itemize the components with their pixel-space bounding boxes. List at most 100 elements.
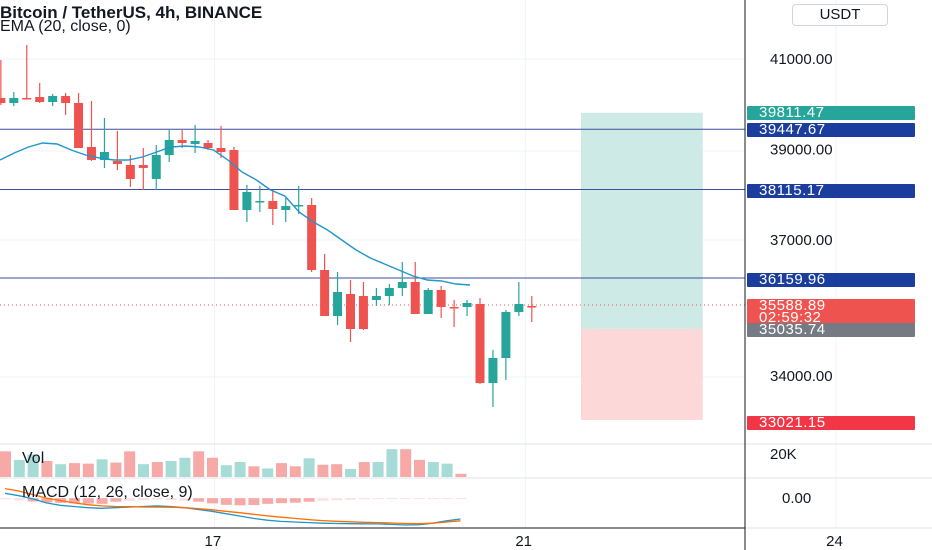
macd-histogram-bar (165, 498, 177, 501)
macd-histogram-bar (331, 498, 343, 501)
candle-body (177, 140, 187, 143)
price-tick-label: 41000.00 (770, 51, 833, 68)
volume-bar (69, 463, 80, 477)
time-tick-label: 21 (515, 533, 532, 550)
candle-body (488, 358, 498, 383)
volume-bar (289, 466, 301, 477)
ema-line (0, 142, 471, 286)
price-tick-label: 37000.00 (770, 232, 833, 249)
macd-histogram-bar (386, 498, 398, 500)
volume-bar (400, 449, 412, 477)
chart-title: Bitcoin / TetherUS, 4h, BINANCE (0, 3, 263, 22)
macd-histogram-bar (69, 498, 80, 504)
volume-bar (0, 451, 11, 477)
macd-histogram-bar (248, 498, 260, 506)
candle-body (61, 96, 71, 103)
volume-bar (151, 462, 163, 477)
candle-body (48, 96, 58, 102)
macd-histogram-bar (179, 498, 191, 501)
candle-body (384, 288, 394, 296)
stop-zone (581, 328, 703, 421)
volume-bar (179, 457, 191, 477)
macd-histogram-bar (220, 498, 232, 505)
candle-body (268, 201, 278, 209)
resistance-price-tag-1: 39447.67 (747, 122, 915, 137)
volume-bar (386, 449, 398, 477)
stop-price-tag: 33021.15 (747, 415, 915, 430)
candle-body (203, 143, 213, 148)
volume-bar (427, 462, 439, 477)
volume-bar (207, 457, 218, 477)
candle-body (138, 165, 148, 168)
volume-bar (248, 466, 260, 477)
candle-body (242, 192, 252, 210)
volume-bar (27, 454, 39, 477)
candle-body (436, 290, 446, 307)
candle-body (423, 290, 433, 314)
macd-histogram-bar (138, 498, 149, 501)
volume-bar (414, 459, 425, 477)
macd-histogram-bar (110, 498, 122, 502)
support-price-tag: 36159.96 (747, 272, 915, 287)
macd-histogram-bar (96, 498, 108, 504)
volume-bar (317, 464, 329, 477)
time-tick-label: 17 (205, 533, 222, 550)
candle-body (190, 141, 200, 144)
target-zone (581, 112, 703, 329)
volume-bar (331, 464, 343, 477)
volume-label[interactable]: Vol (22, 450, 45, 467)
macd-histogram-bar (124, 498, 136, 501)
candle-body (151, 155, 161, 179)
candle-body (462, 303, 472, 307)
macd-histogram-bar (82, 498, 94, 504)
countdown-timer: 02:59:32 (747, 310, 915, 325)
macd-histogram-bar (0, 498, 11, 500)
macd-histogram-bar (13, 498, 25, 501)
candle-body (87, 147, 96, 160)
volume-bar (372, 462, 384, 477)
volume-bar (13, 459, 25, 477)
volume-bar (234, 462, 246, 477)
price-tick-label: 39000.00 (770, 142, 833, 159)
macd-histogram-bar (400, 498, 412, 500)
candle-body (346, 294, 355, 329)
volume-bar (358, 462, 370, 477)
candle-body (501, 312, 511, 358)
volume-bar (441, 463, 453, 477)
price-tick-label: 34000.00 (770, 368, 833, 385)
volume-bar (455, 473, 467, 477)
macd-histogram-bar (317, 498, 329, 501)
last-price-tag: 35588.89 (747, 298, 915, 313)
volume-bar (193, 451, 205, 477)
macd-histogram-bar (455, 498, 467, 500)
candle-body (333, 292, 343, 316)
macd-histogram-bar (262, 498, 274, 504)
signal-line (4, 487, 461, 525)
macd-histogram-bar (276, 498, 287, 504)
candle-body (320, 270, 330, 316)
candle-body (99, 152, 109, 160)
volume-bar (55, 464, 67, 477)
macd-histogram-bar (193, 498, 205, 502)
macd-line (4, 492, 461, 526)
macd-histogram-bar (441, 498, 453, 500)
candle-body (475, 304, 485, 383)
macd-label[interactable]: MACD (12, 26, close, 9) (22, 484, 193, 501)
macd-histogram-bar (27, 498, 39, 502)
macd-histogram-bar (427, 498, 439, 500)
candle-body (514, 304, 524, 312)
candle-body (294, 205, 304, 207)
ema-indicator-label[interactable]: EMA (20, close, 0) (0, 18, 131, 35)
candle-body (307, 205, 317, 270)
entry-price-tag: 35035.74 (747, 322, 915, 337)
time-tick-label: 24 (826, 533, 843, 550)
candle-body (216, 148, 226, 152)
macd-histogram-bar (207, 498, 218, 504)
macd-histogram-bar (358, 498, 370, 500)
candle-body (397, 282, 407, 288)
currency-button[interactable]: USDT (792, 4, 888, 26)
candle-body (358, 296, 368, 329)
target-price-tag: 39811.47 (747, 105, 915, 120)
volume-bar (262, 468, 274, 477)
